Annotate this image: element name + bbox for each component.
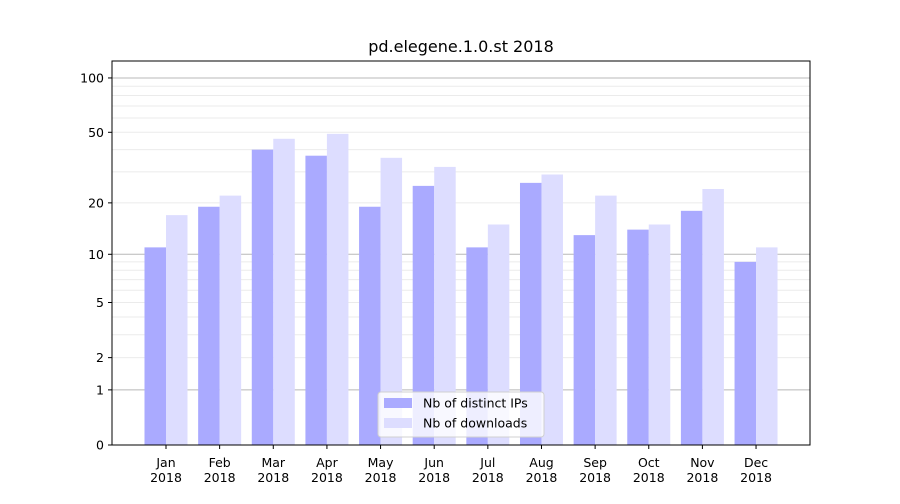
x-tick-label-line: Oct [638,455,660,470]
bar-downloads [434,166,456,445]
y-tick-label: 10 [88,247,104,262]
x-tick-label: Apr 2018 [311,455,343,485]
legend-label: Nb of distinct IPs [423,396,528,411]
x-tick-label-line: Mar [261,455,285,470]
bar-downloads [273,138,295,445]
bar-ips [573,235,596,445]
bar-ips [144,247,166,445]
bar-ips [251,149,274,445]
bar-downloads [595,195,617,445]
legend-box [377,391,545,438]
legend-swatch [384,418,412,428]
x-tick-label-line: 2018 [311,470,343,485]
bar-downloads [648,224,671,445]
x-tick-label-line: 2018 [579,470,611,485]
bar-downloads [756,247,778,445]
x-tick-label: Aug 2018 [526,455,558,485]
x-tick-label: Feb 2018 [204,455,236,485]
y-tick-label: 5 [96,295,104,310]
x-tick-label-line: Jan [155,455,175,470]
bar-downloads [702,189,724,445]
x-tick-label-line: Sep [583,455,607,470]
x-tick-label-line: Nov [690,455,715,470]
legend-swatch [384,398,412,408]
x-tick-label-line: 2018 [686,470,718,485]
x-tick-label: Jun 2018 [418,455,450,485]
bar-downloads [219,195,242,445]
x-tick-label: Jan 2018 [150,455,182,485]
x-tick-label: Oct 2018 [633,455,665,485]
x-tick-label-line: Apr [316,455,338,470]
bar-ips [519,182,542,446]
legend-label: Nb of downloads [423,416,527,431]
chart-title: pd.elegene.1.0.st 2018 [368,37,554,56]
x-tick-label: Sep 2018 [579,455,611,485]
bar-downloads [166,215,188,445]
x-tick-label: Jul 2018 [472,455,504,485]
axes-frame [111,60,811,446]
x-tick-label-line: Jul [479,455,495,470]
y-tick-label: 100 [80,70,104,85]
x-tick-label-line: 2018 [257,470,289,485]
bar-ips [627,229,649,445]
x-tick-label-line: 2018 [633,470,665,485]
y-tick-label: 1 [96,382,104,397]
x-tick-label: Dec 2018 [740,455,772,485]
y-tick-label: 50 [88,125,104,140]
x-tick-label-line: Aug [529,455,553,470]
x-tick-label-line: 2018 [740,470,772,485]
y-tick-label: 2 [96,350,104,365]
bar-ips [734,261,757,445]
x-tick-label-line: 2018 [150,470,182,485]
x-tick-label: Mar 2018 [257,455,289,485]
x-tick-label-line: 2018 [526,470,558,485]
x-tick-label-line: May [368,455,394,470]
legend: Nb of distinct IPs Nb of downloads [377,391,545,438]
y-tick-label: 0 [96,438,104,453]
x-tick-label-line: 2018 [204,470,236,485]
y-tick-label: 20 [88,195,104,210]
x-tick-label-line: 2018 [365,470,397,485]
bar-downloads [487,224,510,445]
bar-ips [412,185,435,445]
x-tick-label-line: Jun [423,455,444,470]
bar-ips [305,155,327,446]
bar-downloads [326,133,349,445]
bar-downloads [541,174,563,445]
bar-ips [198,206,220,445]
bar-ips [680,210,703,445]
x-tick-label: Nov 2018 [686,455,718,485]
x-tick-label-line: Feb [209,455,231,470]
bar-ips [359,206,381,445]
x-tick-label-line: 2018 [472,470,504,485]
bar-downloads [380,157,403,445]
x-tick-label-line: Dec [744,455,768,470]
x-tick-label-line: 2018 [418,470,450,485]
x-tick-label: May 2018 [365,455,397,485]
